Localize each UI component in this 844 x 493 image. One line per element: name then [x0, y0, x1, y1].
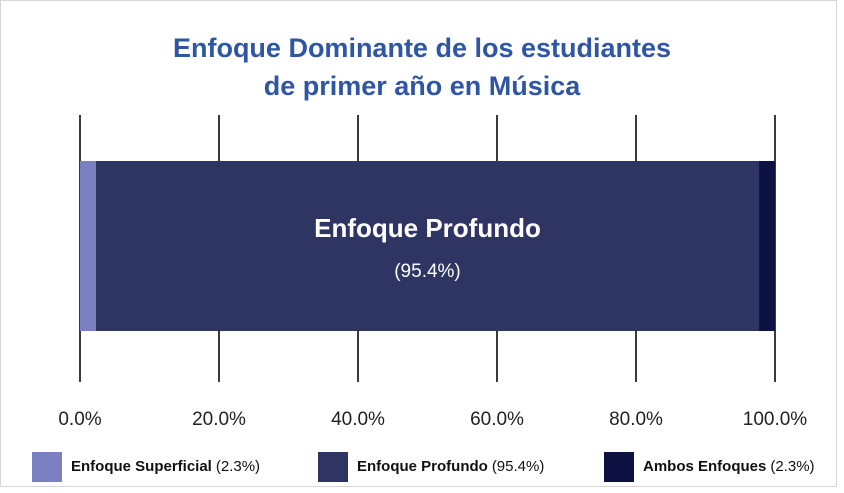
legend-item: Enfoque Profundo (95.4%): [318, 452, 544, 482]
legend-name: Enfoque Profundo: [357, 458, 488, 475]
legend-swatch: [32, 452, 62, 482]
x-tick-label: 100.0%: [743, 409, 808, 430]
legend-label: Ambos Enfoques (2.3%): [643, 458, 815, 475]
x-tick-label: 60.0%: [470, 409, 524, 430]
legend-item: Ambos Enfoques (2.3%): [604, 452, 815, 482]
legend-swatch: [318, 452, 348, 482]
x-tick-label: 40.0%: [331, 409, 385, 430]
legend-item: Enfoque Superficial (2.3%): [32, 452, 260, 482]
data-label: (95.4%): [394, 261, 461, 282]
legend-label: Enfoque Profundo (95.4%): [357, 458, 544, 475]
segment-name: Enfoque Profundo: [314, 213, 541, 243]
bar-segment: [759, 161, 775, 331]
legend-label: Enfoque Superficial (2.3%): [71, 458, 260, 475]
x-tick-label: 20.0%: [192, 409, 246, 430]
chart-title: de primer año en Música: [264, 71, 582, 101]
legend-name: Enfoque Superficial: [71, 458, 212, 475]
legend-value: (2.3%): [216, 458, 260, 475]
legend-name: Ambos Enfoques: [643, 458, 766, 475]
x-tick-label: 0.0%: [58, 409, 101, 430]
bar-segment: [95, 161, 760, 331]
bar-segment: [80, 161, 96, 331]
legend-value: (2.3%): [770, 458, 814, 475]
legend-swatch: [604, 452, 634, 482]
x-tick-label: 80.0%: [609, 409, 663, 430]
legend-value: (95.4%): [492, 458, 545, 475]
chart-title: Enfoque Dominante de los estudiantes: [173, 33, 671, 63]
